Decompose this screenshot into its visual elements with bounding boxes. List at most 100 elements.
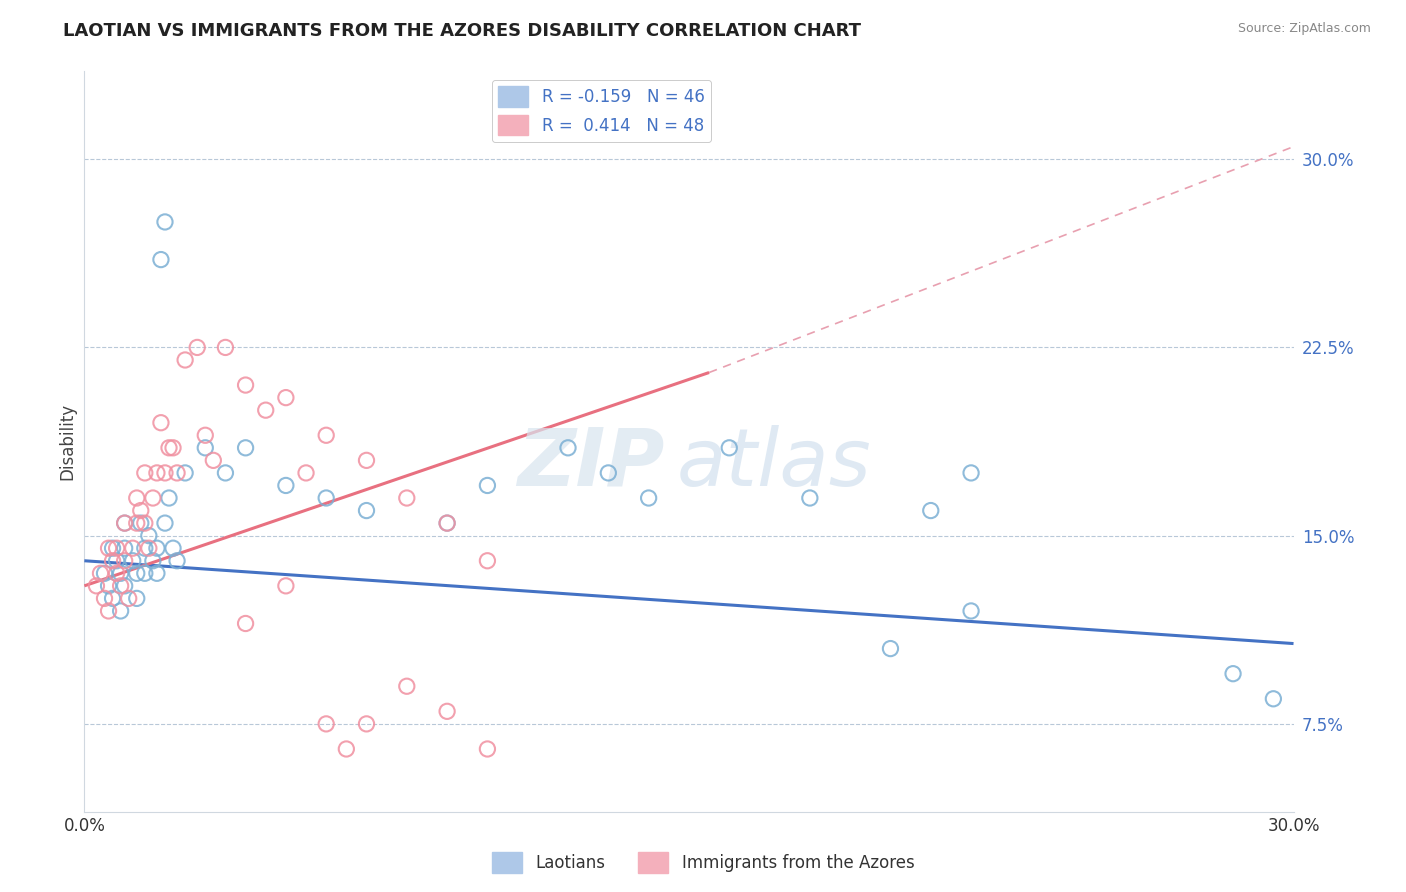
Point <box>114 516 136 530</box>
Point <box>235 616 257 631</box>
Point <box>121 554 143 568</box>
Point <box>799 491 821 505</box>
Point <box>162 441 184 455</box>
Point <box>174 466 197 480</box>
Point <box>356 453 378 467</box>
Point <box>274 391 297 405</box>
Point <box>557 441 579 455</box>
Point <box>149 252 172 267</box>
Point <box>436 704 458 718</box>
Point <box>202 453 225 467</box>
Point <box>718 441 741 455</box>
Point <box>920 503 942 517</box>
Text: Source: ZipAtlas.com: Source: ZipAtlas.com <box>1237 22 1371 36</box>
Point <box>93 566 115 581</box>
Point <box>114 554 136 568</box>
Point <box>134 516 156 530</box>
Point <box>114 516 136 530</box>
Point <box>129 503 152 517</box>
Point <box>93 591 115 606</box>
Point <box>186 340 208 354</box>
Point <box>114 541 136 556</box>
Y-axis label: Disability: Disability <box>58 403 76 480</box>
Point <box>134 541 156 556</box>
Point <box>125 566 148 581</box>
Point <box>477 742 499 756</box>
Point <box>86 579 108 593</box>
Point <box>157 491 180 505</box>
Point <box>356 717 378 731</box>
Point <box>960 466 983 480</box>
Point <box>110 604 132 618</box>
Point <box>162 541 184 556</box>
Point <box>146 541 169 556</box>
Point <box>356 503 378 517</box>
Point <box>274 579 297 593</box>
Text: ZIP: ZIP <box>517 425 665 503</box>
Point <box>477 478 499 492</box>
Point <box>101 591 124 606</box>
Point <box>274 478 297 492</box>
Legend: Laotians, Immigrants from the Azores: Laotians, Immigrants from the Azores <box>485 846 921 880</box>
Point <box>146 566 169 581</box>
Point <box>235 378 257 392</box>
Point <box>105 566 128 581</box>
Point <box>157 441 180 455</box>
Point <box>1263 691 1285 706</box>
Point <box>129 516 152 530</box>
Point <box>97 579 120 593</box>
Point <box>114 579 136 593</box>
Point <box>166 466 188 480</box>
Point <box>395 491 418 505</box>
Point <box>125 516 148 530</box>
Point <box>315 717 337 731</box>
Point <box>138 529 160 543</box>
Point <box>125 591 148 606</box>
Point <box>214 466 236 480</box>
Point <box>142 554 165 568</box>
Point <box>295 466 318 480</box>
Point <box>1222 666 1244 681</box>
Point <box>97 541 120 556</box>
Point <box>110 566 132 581</box>
Point <box>335 742 357 756</box>
Point <box>110 579 132 593</box>
Point <box>436 516 458 530</box>
Point <box>121 541 143 556</box>
Point <box>105 541 128 556</box>
Point <box>436 516 458 530</box>
Point <box>194 441 217 455</box>
Legend: R = -0.159   N = 46, R =  0.414   N = 48: R = -0.159 N = 46, R = 0.414 N = 48 <box>492 79 711 142</box>
Point <box>395 679 418 693</box>
Text: LAOTIAN VS IMMIGRANTS FROM THE AZORES DISABILITY CORRELATION CHART: LAOTIAN VS IMMIGRANTS FROM THE AZORES DI… <box>63 22 862 40</box>
Point <box>142 491 165 505</box>
Point <box>105 554 128 568</box>
Point <box>134 566 156 581</box>
Point <box>879 641 901 656</box>
Point <box>254 403 277 417</box>
Point <box>960 604 983 618</box>
Point <box>89 566 111 581</box>
Point <box>125 491 148 505</box>
Point <box>153 516 176 530</box>
Point <box>598 466 620 480</box>
Point <box>477 554 499 568</box>
Point <box>101 554 124 568</box>
Point <box>153 215 176 229</box>
Point <box>138 541 160 556</box>
Point <box>153 466 176 480</box>
Point <box>149 416 172 430</box>
Point <box>637 491 659 505</box>
Text: atlas: atlas <box>676 425 872 503</box>
Point <box>118 591 141 606</box>
Point <box>134 466 156 480</box>
Point <box>146 466 169 480</box>
Point <box>166 554 188 568</box>
Point <box>315 428 337 442</box>
Point <box>235 441 257 455</box>
Point <box>315 491 337 505</box>
Point <box>214 340 236 354</box>
Point <box>101 541 124 556</box>
Point <box>174 353 197 368</box>
Point <box>97 604 120 618</box>
